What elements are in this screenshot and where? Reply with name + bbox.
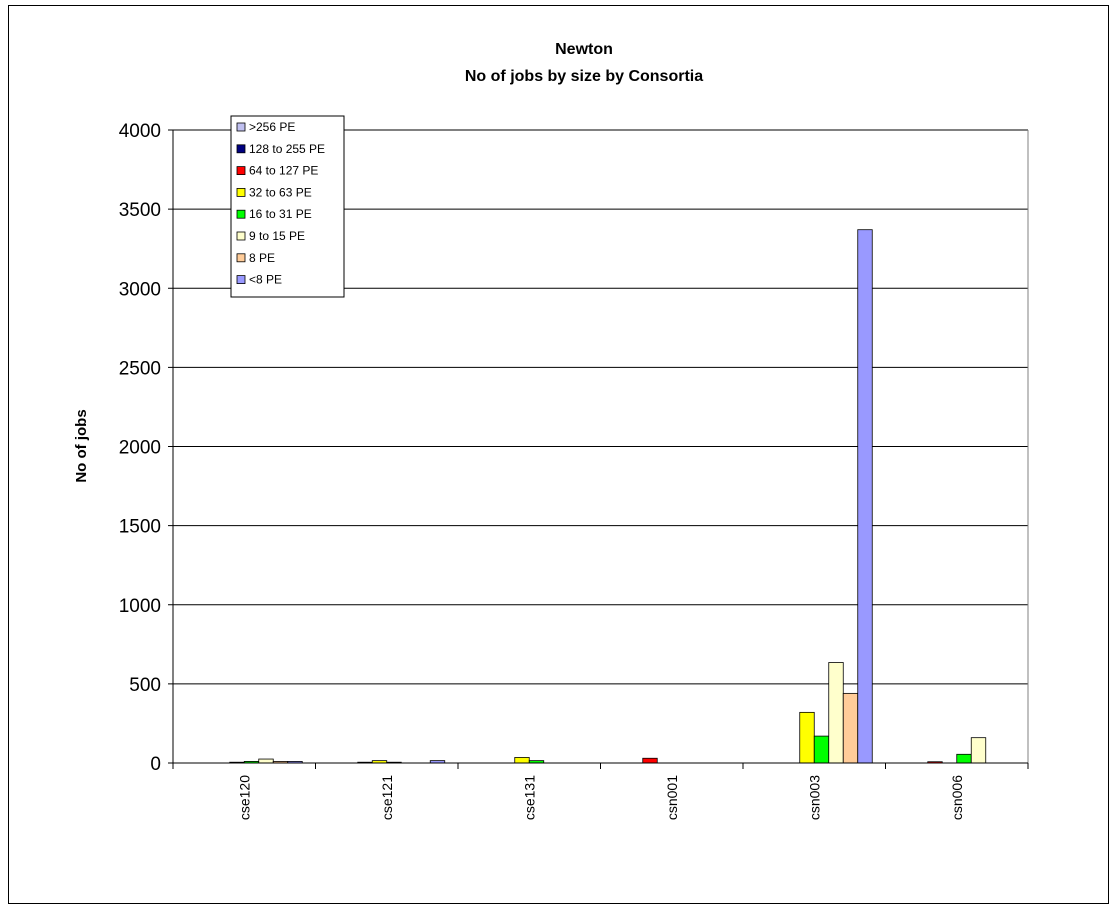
y-axis-label: No of jobs: [73, 409, 90, 482]
legend-swatch: [236, 122, 246, 132]
legend-swatch: [236, 166, 246, 176]
bar-csn003-7: [857, 229, 873, 764]
y-tick-label: 4000: [119, 121, 161, 142]
legend-swatch: [236, 187, 246, 197]
legend-label: 16 to 31 PE: [249, 207, 312, 221]
y-tick-label: 3500: [119, 200, 161, 221]
x-tick-label: cse131: [521, 775, 537, 820]
y-tick-label: 1500: [119, 517, 161, 538]
y-tick-label: 2000: [119, 438, 161, 459]
legend-label: 64 to 127 PE: [249, 164, 318, 178]
legend: [230, 115, 345, 298]
legend-swatch: [236, 253, 246, 263]
legend-swatch: [236, 209, 246, 219]
bar-cse120-5: [258, 758, 274, 764]
y-tick-label: 1000: [119, 596, 161, 617]
legend-label: 9 to 15 PE: [249, 229, 305, 243]
chart-subtitle: No of jobs by size by Consortia: [465, 68, 703, 85]
bar-csn006-5: [970, 737, 987, 764]
legend-label: 8 PE: [249, 251, 275, 265]
bar-csn003-6: [842, 692, 859, 764]
bar-csn001-2: [642, 757, 658, 764]
legend-label: <8 PE: [249, 273, 282, 287]
y-tick-label: 3000: [119, 279, 161, 300]
x-tick-label: cse121: [379, 775, 395, 820]
legend-label: 32 to 63 PE: [249, 185, 312, 199]
legend-swatch: [236, 231, 246, 241]
x-tick-label: csn001: [664, 775, 680, 820]
bar-csn003-4: [813, 735, 830, 764]
legend-label: >256 PE: [249, 120, 295, 134]
y-tick-label: 500: [129, 675, 161, 696]
bar-csn003-5: [828, 662, 844, 764]
bar-cse131-3: [514, 757, 530, 764]
legend-swatch: [236, 275, 246, 285]
chart-frame: [8, 5, 1109, 904]
legend-swatch: [236, 144, 246, 154]
y-tick-label: 0: [150, 754, 161, 775]
x-tick-label: cse120: [236, 775, 252, 820]
x-tick-label: csn006: [949, 775, 965, 820]
x-tick-label: csn003: [806, 775, 822, 820]
bar-csn003-3: [799, 711, 815, 764]
legend-label: 128 to 255 PE: [249, 142, 325, 156]
y-tick-label: 2500: [119, 358, 161, 379]
bar-csn006-4: [956, 753, 972, 764]
chart-title: Newton: [555, 41, 613, 58]
